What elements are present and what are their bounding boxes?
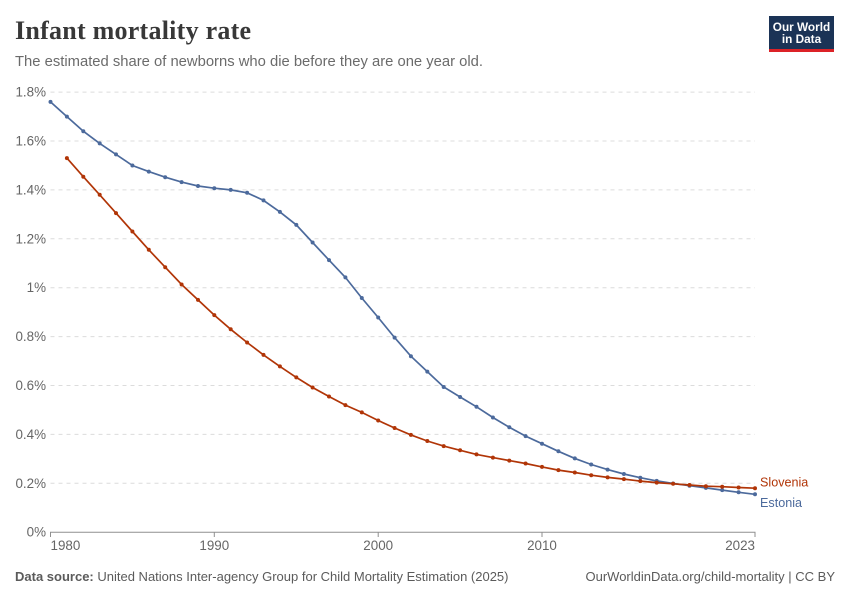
svg-text:1.8%: 1.8%: [15, 85, 46, 100]
svg-text:2023: 2023: [725, 538, 755, 553]
svg-text:1.4%: 1.4%: [15, 182, 46, 197]
svg-text:0.8%: 0.8%: [15, 329, 46, 344]
svg-text:Slovenia: Slovenia: [760, 476, 808, 490]
svg-text:1980: 1980: [51, 538, 81, 553]
svg-text:0.4%: 0.4%: [15, 427, 46, 442]
svg-text:2000: 2000: [363, 538, 393, 553]
svg-text:0%: 0%: [27, 525, 46, 540]
svg-text:1990: 1990: [199, 538, 229, 553]
svg-text:0.6%: 0.6%: [15, 378, 46, 393]
svg-text:2010: 2010: [527, 538, 557, 553]
svg-text:Estonia: Estonia: [760, 496, 802, 510]
svg-text:1.2%: 1.2%: [15, 231, 46, 246]
svg-text:1%: 1%: [27, 280, 46, 295]
svg-text:1.6%: 1.6%: [15, 134, 46, 149]
svg-text:0.2%: 0.2%: [15, 476, 46, 491]
